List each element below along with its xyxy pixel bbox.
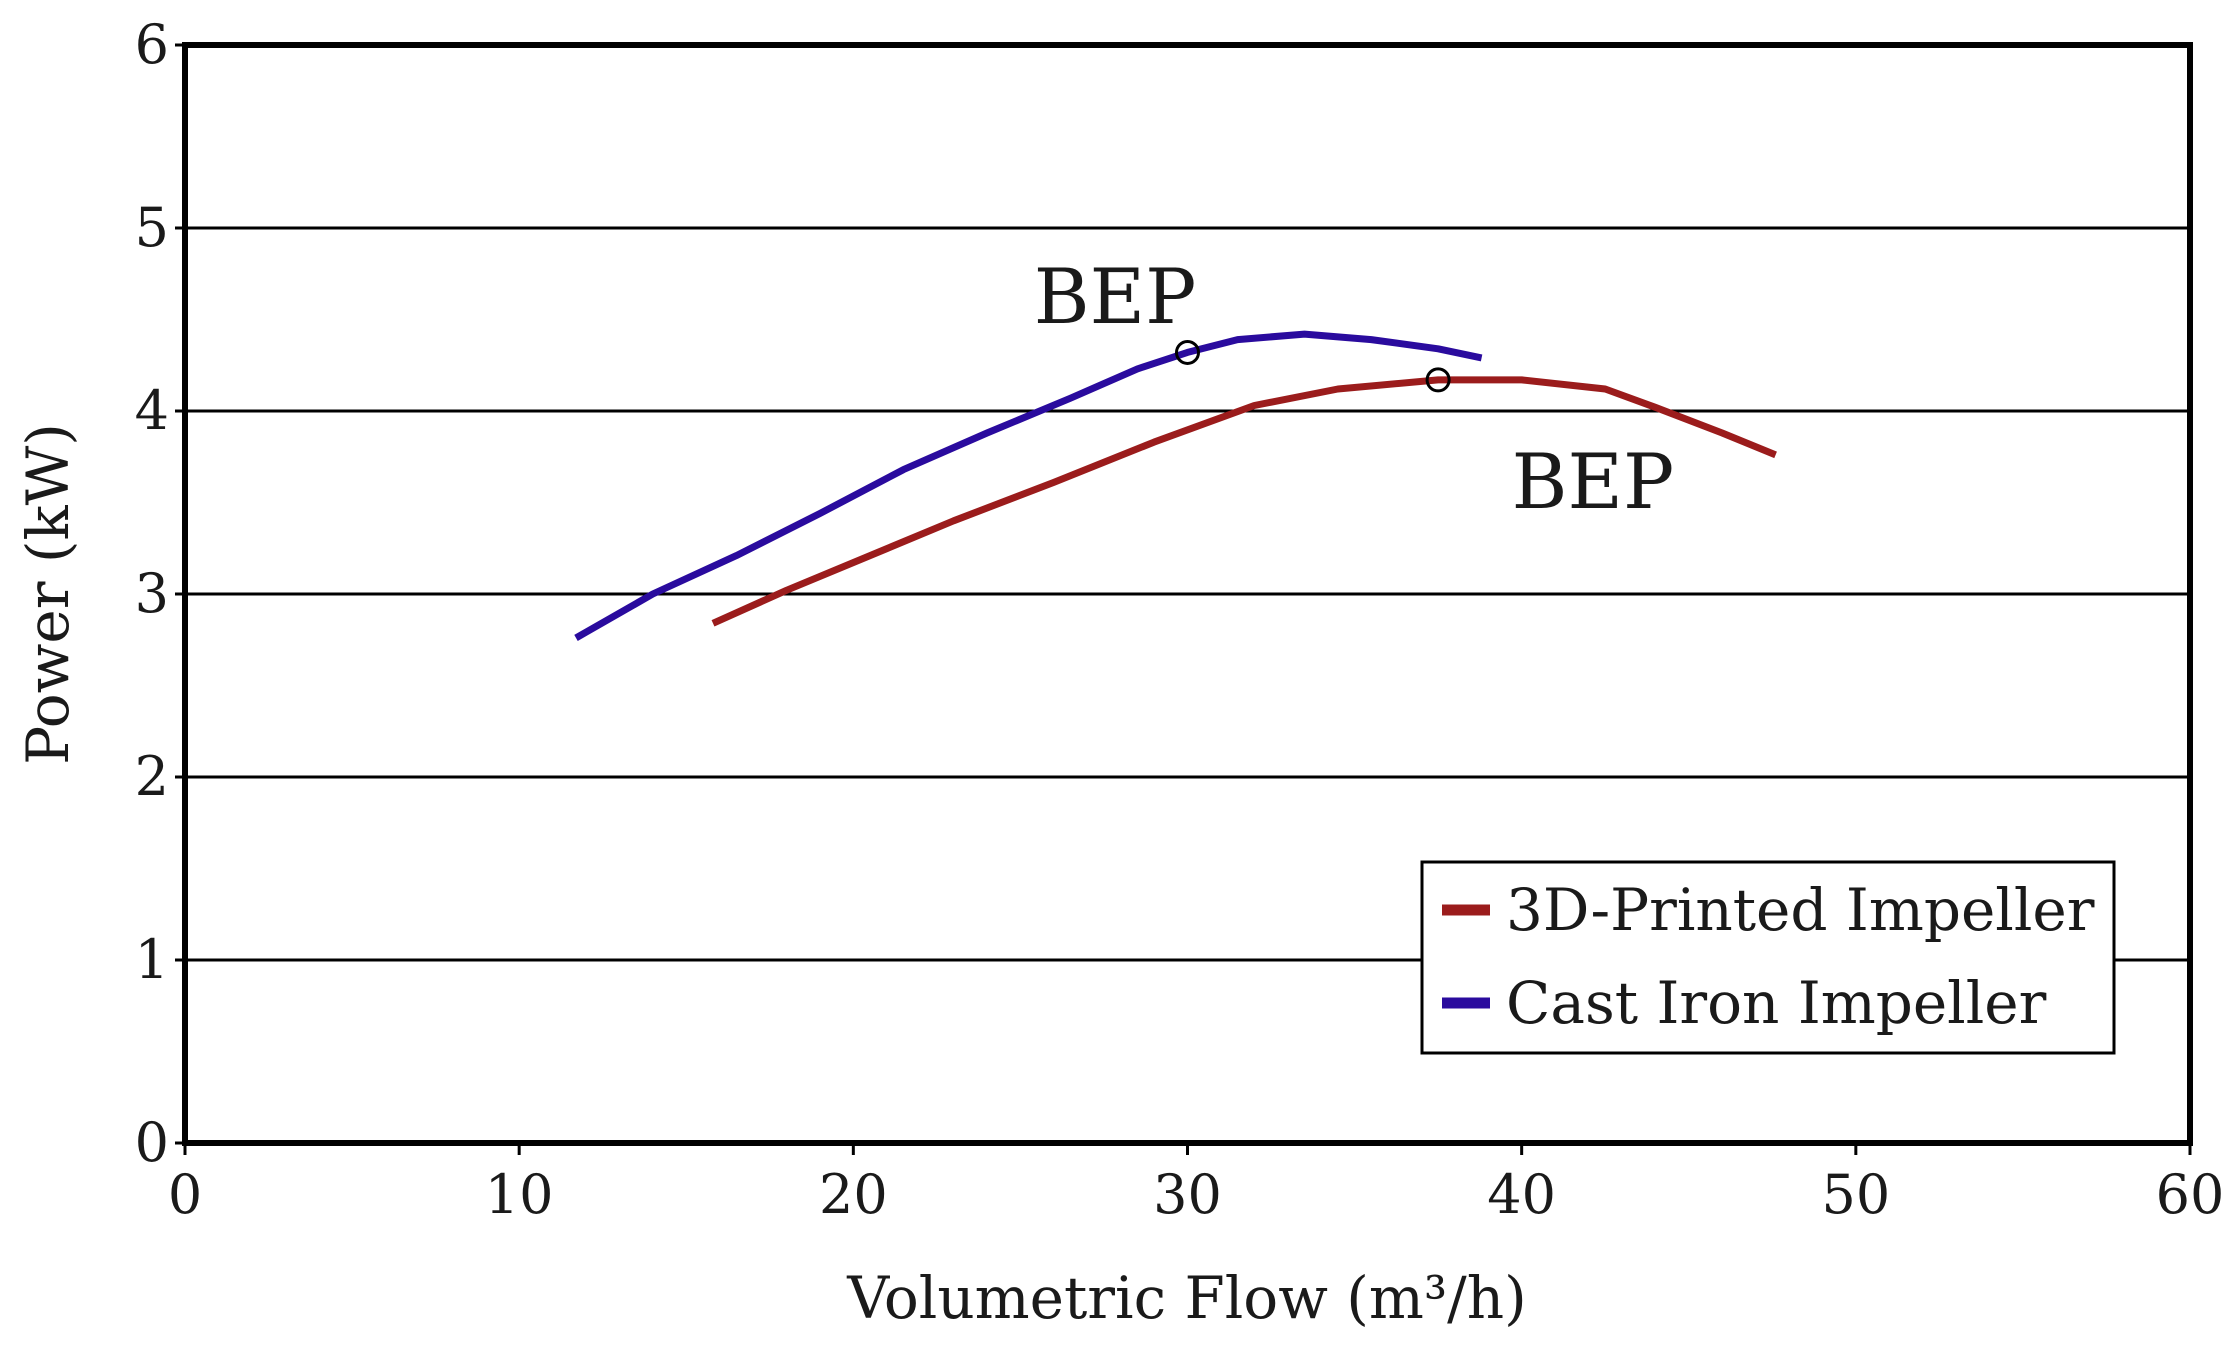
legend-label-3d-printed: 3D-Printed Impeller bbox=[1506, 876, 2095, 944]
bep-marker-3d-printed-impeller bbox=[1425, 367, 1451, 393]
annotations: BEP BEP bbox=[1034, 252, 1674, 526]
x-tick-label: 20 bbox=[819, 1163, 888, 1226]
bep-label: BEP bbox=[1512, 437, 1674, 526]
y-tick-label: 3 bbox=[135, 562, 169, 625]
y-tick-label: 4 bbox=[135, 379, 169, 442]
x-tick-label: 50 bbox=[1821, 1163, 1890, 1226]
x-tick-label: 60 bbox=[2156, 1163, 2225, 1226]
legend-label-cast-iron: Cast Iron Impeller bbox=[1506, 969, 2047, 1037]
x-tick-label: 40 bbox=[1487, 1163, 1556, 1226]
series-line-cast-iron-impeller bbox=[574, 330, 1483, 641]
x-tick-label: 10 bbox=[485, 1163, 554, 1226]
legend-box bbox=[1420, 860, 2116, 1055]
bep-label: BEP bbox=[1034, 252, 1196, 341]
series-line-3d-printed-impeller bbox=[711, 376, 1777, 627]
y-tick-label: 1 bbox=[135, 928, 169, 991]
x-tick-label: 30 bbox=[1153, 1163, 1222, 1226]
legend: 3D-Printed Impeller Cast Iron Impeller bbox=[1420, 860, 2116, 1055]
x-axis-title: Volumetric Flow (m³/h) bbox=[846, 1264, 1526, 1332]
y-axis-title: Power (kW) bbox=[14, 423, 82, 765]
y-axis-ticks: 0 1 2 3 4 5 6 bbox=[135, 13, 185, 1174]
bep-marker-cast-iron-impeller bbox=[1175, 339, 1200, 365]
y-tick-label: 0 bbox=[135, 1111, 169, 1174]
x-axis-ticks: 0 10 20 30 40 50 60 bbox=[168, 1143, 2225, 1226]
y-tick-label: 6 bbox=[135, 13, 169, 76]
x-tick-label: 0 bbox=[168, 1163, 202, 1226]
y-tick-label: 2 bbox=[135, 745, 169, 808]
y-tick-label: 5 bbox=[135, 196, 169, 259]
series-layer bbox=[574, 330, 1777, 641]
